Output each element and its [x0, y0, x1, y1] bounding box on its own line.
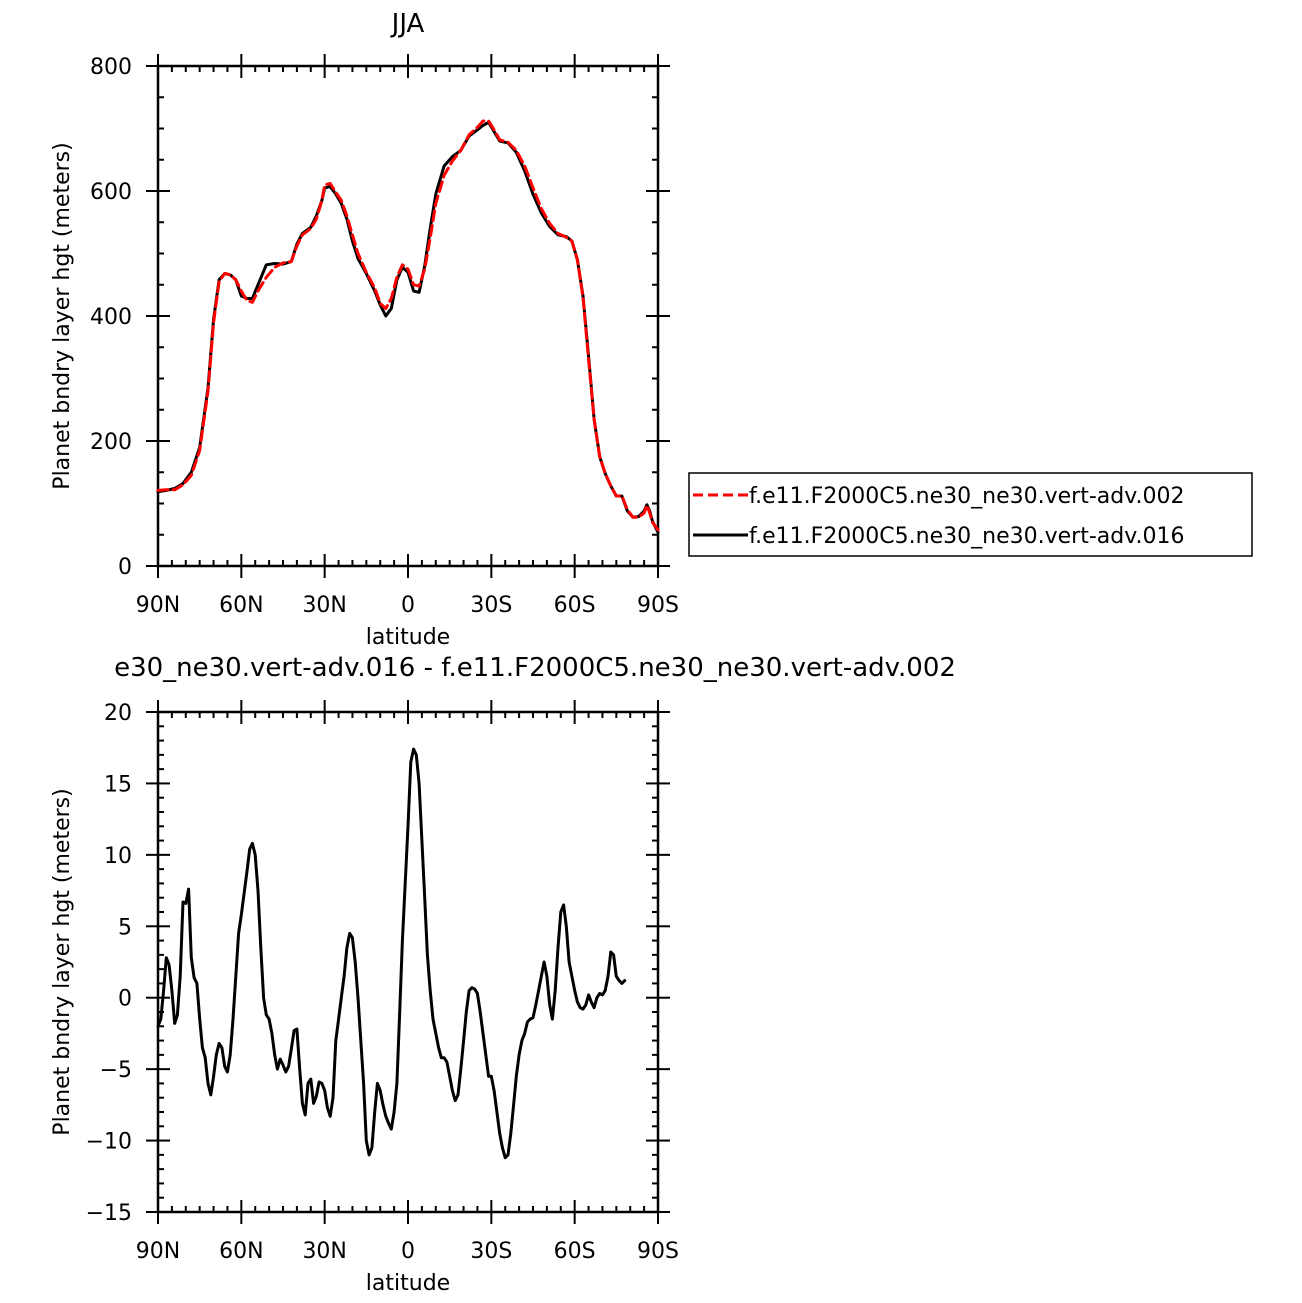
bottom-x-tick-label: 60N	[219, 1239, 263, 1264]
top-x-tick-label: 60S	[554, 593, 596, 618]
top-y-tick-label: 0	[118, 555, 132, 580]
bottom-x-tick-label: 30S	[470, 1239, 512, 1264]
top-x-tick-label: 60N	[219, 593, 263, 618]
bottom-y-tick-label: 0	[118, 987, 132, 1012]
top-y-tick-label: 400	[90, 305, 132, 330]
legend-label-016: f.e11.F2000C5.ne30_ne30.vert-adv.016	[749, 524, 1185, 549]
top-x-tick-label: 90S	[637, 593, 679, 618]
bottom-y-tick-label: 15	[104, 772, 132, 797]
legend: f.e11.F2000C5.ne30_ne30.vert-adv.002 f.e…	[688, 472, 1253, 557]
top-panel-title: JJA	[390, 9, 425, 39]
top-x-axis-title: latitude	[366, 625, 450, 650]
top-x-tick-label: 90N	[136, 593, 180, 618]
top-series-line-0	[156, 119, 660, 532]
top-plot-frame	[156, 64, 660, 568]
bottom-series-line-0	[156, 747, 627, 1160]
top-axis-ticks: 90N 60N 30N 0 30S 60S 90S 0 200 400 600 800	[90, 54, 679, 618]
top-x-tick-label: 30N	[302, 593, 346, 618]
top-x-tick-label: 30S	[470, 593, 512, 618]
legend-label-002: f.e11.F2000C5.ne30_ne30.vert-adv.002	[749, 484, 1185, 509]
bottom-x-tick-label: 90S	[637, 1239, 679, 1264]
bottom-x-tick-label: 0	[401, 1239, 415, 1264]
bottom-y-tick-label: 10	[104, 844, 132, 869]
bottom-y-tick-label: −15	[86, 1201, 132, 1226]
top-y-axis-title: Planet bndry layer hgt (meters)	[50, 142, 75, 489]
bottom-y-axis-title: Planet bndry layer hgt (meters)	[50, 788, 75, 1135]
bottom-plot-frame	[156, 710, 660, 1214]
top-y-tick-label: 200	[90, 430, 132, 455]
bottom-y-tick-label: −5	[100, 1058, 132, 1083]
top-x-tick-label: 0	[401, 593, 415, 618]
top-panel: JJA 90N 60N 30N 0 30S 60S 90S 0 200 400 600 800 lat…	[50, 9, 679, 650]
bottom-y-tick-label: −10	[86, 1130, 132, 1155]
bottom-y-tick-label: 5	[118, 915, 132, 940]
legend-box	[688, 472, 1253, 557]
top-y-tick-label: 800	[90, 55, 132, 80]
bottom-x-tick-label: 30N	[302, 1239, 346, 1264]
bottom-x-axis-title: latitude	[366, 1271, 450, 1296]
bottom-panel: e30_ne30.vert-adv.016 - f.e11.F2000C5.ne…	[50, 653, 956, 1296]
bottom-y-tick-label: 20	[104, 701, 132, 726]
bottom-axis-ticks: 90N 60N 30N 0 30S 60S 90S −15 −10 −5 0 5 10 15 20	[86, 700, 679, 1264]
bottom-x-tick-label: 60S	[554, 1239, 596, 1264]
bottom-series	[156, 747, 627, 1160]
top-y-tick-label: 600	[90, 180, 132, 205]
bottom-x-tick-label: 90N	[136, 1239, 180, 1264]
top-series	[156, 119, 660, 534]
bottom-panel-title: e30_ne30.vert-adv.016 - f.e11.F2000C5.ne…	[114, 653, 956, 683]
top-series-line-1	[156, 120, 660, 534]
